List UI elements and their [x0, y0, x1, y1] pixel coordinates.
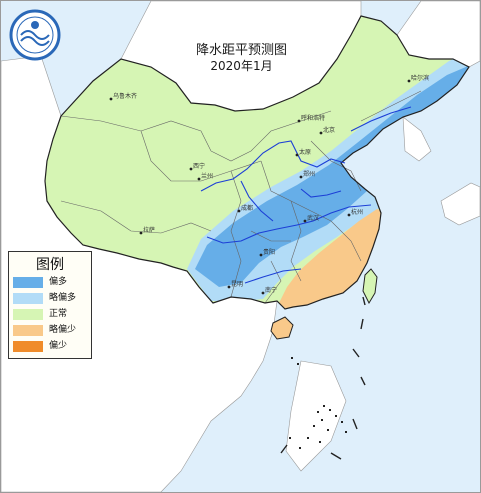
city-label: 哈尔滨: [411, 74, 429, 82]
nine-dash-line: [280, 296, 366, 460]
city-marker: 乌鲁木齐: [109, 92, 137, 101]
legend-label: 偏少: [49, 341, 68, 351]
legend: 图例 偏多 略偏多 正常 略偏少 偏少: [8, 251, 92, 359]
city-dot: [297, 119, 301, 123]
city-marker: 北京: [319, 126, 335, 135]
south-china-sea-islands: [289, 357, 347, 449]
city-marker: 西宁: [189, 162, 205, 171]
city-label: 西宁: [193, 162, 205, 170]
legend-swatch: [13, 293, 43, 304]
city-dot: [227, 285, 231, 289]
legend-label: 略偏多: [49, 293, 77, 303]
neighbor-land-korea: [402, 116, 432, 162]
city-marker: 武汉: [303, 214, 319, 223]
city-label: 兰州: [201, 172, 213, 180]
city-dot: [197, 177, 201, 181]
city-marker: 哈尔滨: [407, 74, 429, 83]
city-marker: 昆明: [227, 281, 243, 289]
city-label: 武汉: [307, 214, 319, 222]
legend-item-slightly-less: 略偏少: [13, 324, 91, 338]
map-title: 降水距平预测图: [195, 43, 287, 58]
legend-item-slightly-more: 略偏多: [13, 292, 91, 306]
city-label: 贵阳: [263, 248, 275, 256]
city-dot: [407, 79, 411, 83]
ncc-logo-icon: [9, 9, 61, 61]
city-marker: 拉萨: [139, 226, 155, 235]
city-marker: 南宁: [261, 286, 277, 295]
taiwan-island: [362, 268, 378, 305]
city-dot: [319, 131, 323, 135]
legend-swatch: [13, 309, 43, 320]
city-dot: [139, 231, 143, 235]
rivers: [200, 106, 412, 284]
city-label: 南宁: [265, 286, 277, 294]
city-dot: [109, 97, 113, 101]
china-border: [44, 15, 470, 310]
legend-label: 偏多: [49, 277, 68, 287]
city-label: 拉萨: [143, 226, 155, 234]
city-label: 呼和浩特: [301, 114, 325, 122]
legend-swatch: [13, 341, 43, 352]
city-dot: [303, 219, 307, 223]
legend-item-normal: 正常: [13, 308, 91, 322]
city-label: 昆明: [231, 281, 243, 288]
hainan-island: [270, 316, 294, 340]
yellow-river: [200, 140, 346, 192]
city-marker: 呼和浩特: [297, 114, 325, 123]
legend-swatch: [13, 277, 43, 288]
city-dot: [295, 153, 299, 157]
city-dot: [259, 253, 263, 257]
city-marker: 成都: [237, 204, 253, 213]
legend-label: 正常: [49, 309, 68, 319]
city-label: 杭州: [351, 208, 363, 216]
city-dot: [347, 213, 351, 217]
legend-title: 图例: [36, 257, 64, 273]
city-marker: 兰州: [197, 172, 213, 181]
neighbor-land-japan: [440, 182, 480, 226]
city-dot: [261, 291, 265, 295]
province-borders: [60, 90, 422, 304]
city-dot: [189, 167, 193, 171]
city-marker: 杭州: [347, 208, 363, 217]
city-label: 成都: [241, 204, 253, 212]
legend-swatch: [13, 325, 43, 336]
city-marker: 太原: [295, 148, 311, 157]
city-label: 郑州: [303, 170, 315, 178]
legend-label: 略偏少: [49, 325, 77, 335]
city-label: 太原: [299, 148, 311, 156]
yangtze-river: [206, 204, 372, 244]
city-marker: 郑州: [299, 170, 315, 179]
city-label: 北京: [323, 126, 335, 134]
map-subtitle: 2020年1月: [210, 59, 273, 73]
city-label: 乌鲁木齐: [113, 92, 137, 100]
city-marker: 贵阳: [259, 248, 275, 257]
neighbor-land-philippines: [285, 360, 347, 472]
city-dot: [237, 209, 241, 213]
legend-item-more: 偏多: [13, 276, 91, 290]
city-dot: [299, 175, 303, 179]
legend-item-less: 偏少: [13, 340, 91, 354]
